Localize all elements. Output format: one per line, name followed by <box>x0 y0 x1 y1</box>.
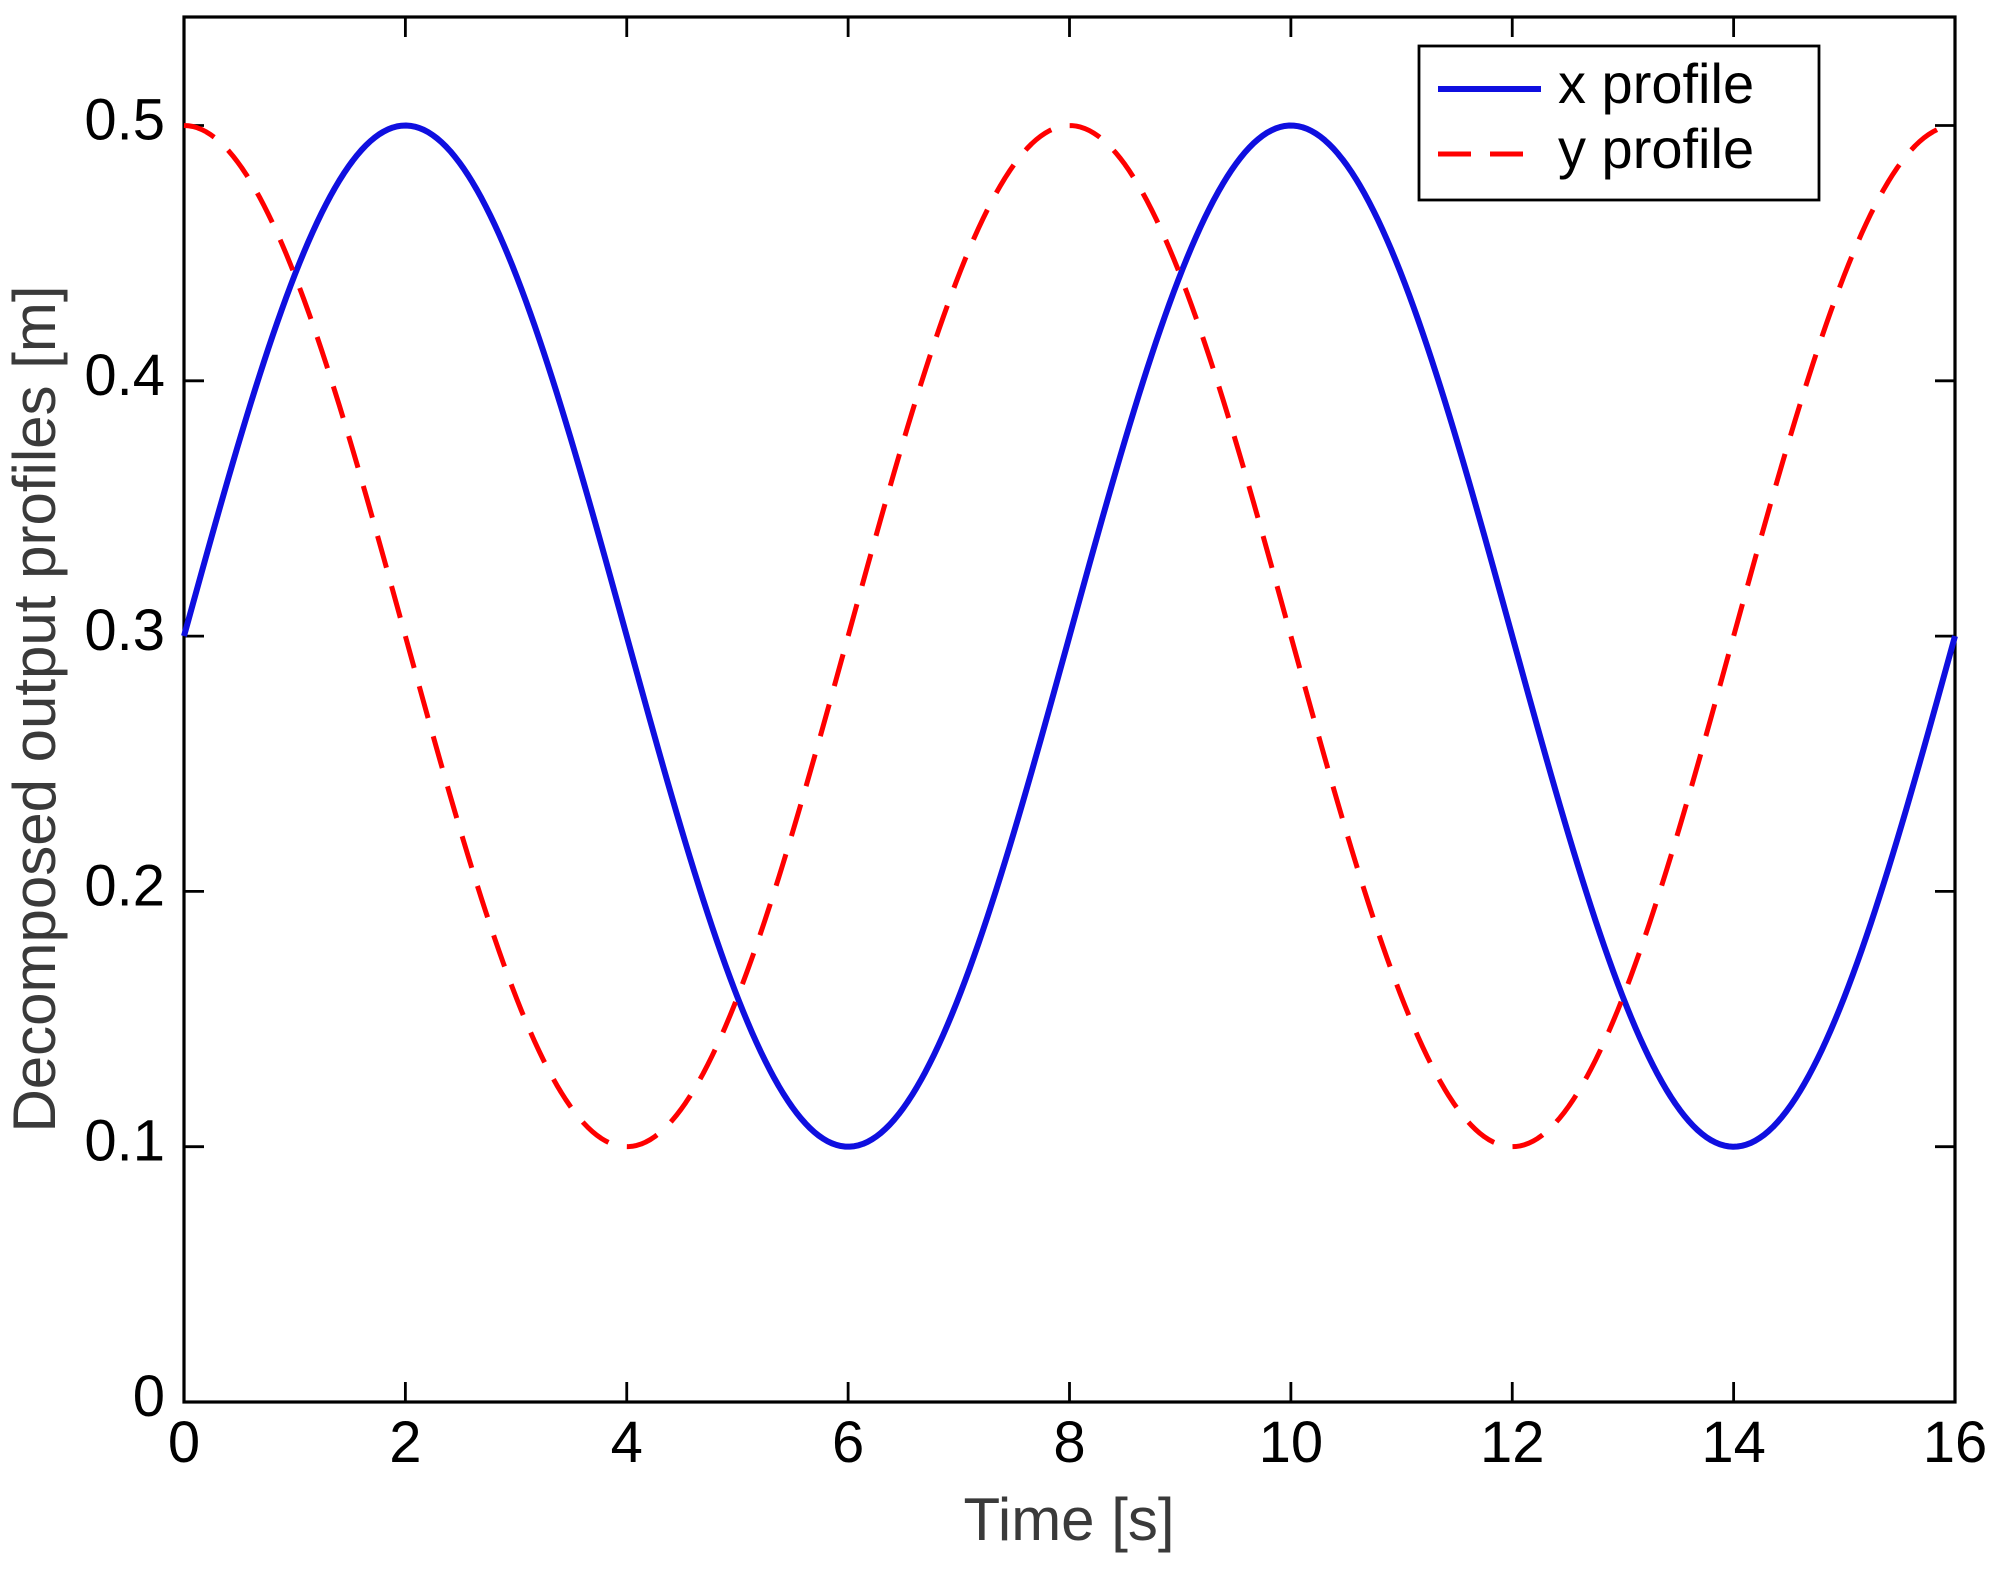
svg-text:10: 10 <box>1259 1410 1324 1475</box>
svg-text:0.4: 0.4 <box>84 343 165 408</box>
svg-text:8: 8 <box>1053 1410 1085 1475</box>
svg-text:0.5: 0.5 <box>84 88 165 153</box>
svg-text:4: 4 <box>611 1410 643 1475</box>
svg-text:6: 6 <box>832 1410 864 1475</box>
svg-text:0.2: 0.2 <box>84 853 165 918</box>
svg-text:0.3: 0.3 <box>84 598 165 663</box>
svg-text:x profile: x profile <box>1558 52 1754 115</box>
svg-text:y profile: y profile <box>1558 117 1754 180</box>
svg-text:14: 14 <box>1701 1410 1766 1475</box>
svg-text:16: 16 <box>1923 1410 1988 1475</box>
svg-text:Decomposed output profiles [m]: Decomposed output profiles [m] <box>1 285 68 1132</box>
svg-text:0.1: 0.1 <box>84 1109 165 1174</box>
svg-text:0: 0 <box>133 1364 165 1429</box>
svg-text:12: 12 <box>1480 1410 1545 1475</box>
svg-text:0: 0 <box>168 1410 200 1475</box>
svg-text:2: 2 <box>389 1410 421 1475</box>
svg-text:Time [s]: Time [s] <box>963 1486 1174 1553</box>
